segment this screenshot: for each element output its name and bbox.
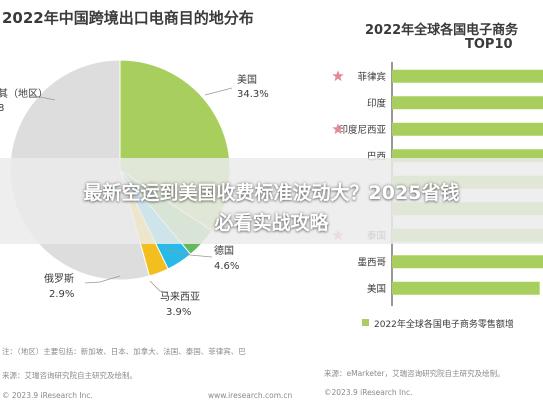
bar-1	[392, 96, 543, 110]
slice-value-us: 34.3%	[237, 89, 269, 100]
bar-8	[392, 281, 540, 295]
bar-2	[392, 122, 543, 136]
legend-swatch	[362, 319, 369, 326]
pie-leader-lines	[29, 87, 233, 294]
slice-label-ru: 俄罗斯	[44, 272, 74, 285]
slice-value-ru: 2.9%	[49, 289, 74, 300]
headline-line-2: 必看实战攻略	[214, 212, 329, 234]
leader-line-my	[149, 280, 169, 294]
pie-chart-title: 2022年中国跨境出口电商目的地分布	[2, 9, 254, 27]
slice-label-my: 马来西亚	[160, 291, 200, 303]
bar-chart-source: 来源：eMarketer，艾瑞咨询研究院自主研究及绘制。	[324, 369, 505, 378]
leader-line-other	[29, 94, 56, 101]
bar-7	[392, 255, 543, 269]
bar-chart-subtitle: TOP10	[465, 37, 513, 52]
slice-label-us: 美国	[237, 73, 257, 86]
slice-label-other-partial: 其（地区）	[0, 87, 48, 100]
bar-chart-copyright: ©2023.9 iResearch Inc.	[324, 388, 413, 397]
star-icon	[332, 123, 344, 135]
bar-category-label-2: 印度尼西亚	[338, 124, 386, 136]
slice-value-de: 4.6%	[214, 261, 239, 272]
star-icon	[332, 70, 344, 82]
slice-value-my: 3.9%	[166, 307, 191, 318]
headline-banner: 最新空运到美国收费标准波动大？2025省钱 必看实战攻略	[0, 158, 543, 244]
headline-line-1: 最新空运到美国收费标准波动大？2025省钱	[83, 182, 460, 204]
bar-category-label-8: 美国	[367, 283, 386, 295]
pie-chart-url: www.iresearch.com.cn	[208, 391, 293, 400]
bar-category-label-0: 菲律宾	[357, 71, 386, 83]
bar-chart-title: 2022年全球各国电子商务	[365, 23, 519, 38]
slice-value-other-partial: 8	[0, 103, 4, 114]
leader-line-us	[204, 87, 233, 96]
pie-chart-copyright: © 2023.9 iResearch Inc.	[2, 391, 93, 400]
bar-0	[392, 69, 543, 83]
legend-label: 2022年全球各国电子商务零售额增	[374, 318, 514, 330]
leader-line-de	[163, 248, 213, 258]
bar-category-label-3: 巴西	[367, 151, 386, 162]
slice-label-de: 德国	[214, 244, 234, 257]
bar-category-label-7: 墨西哥	[357, 257, 386, 268]
leader-line-ru	[84, 275, 121, 284]
bar-category-label-1: 印度	[367, 97, 387, 109]
pie-chart-source: 来源：艾瑞咨询研究院自主研究及绘制。	[2, 371, 137, 380]
pie-chart-note: 注：（地区）主要包括：新加坡、日本、加拿大、法国、泰国、菲律宾、巴	[2, 347, 246, 356]
